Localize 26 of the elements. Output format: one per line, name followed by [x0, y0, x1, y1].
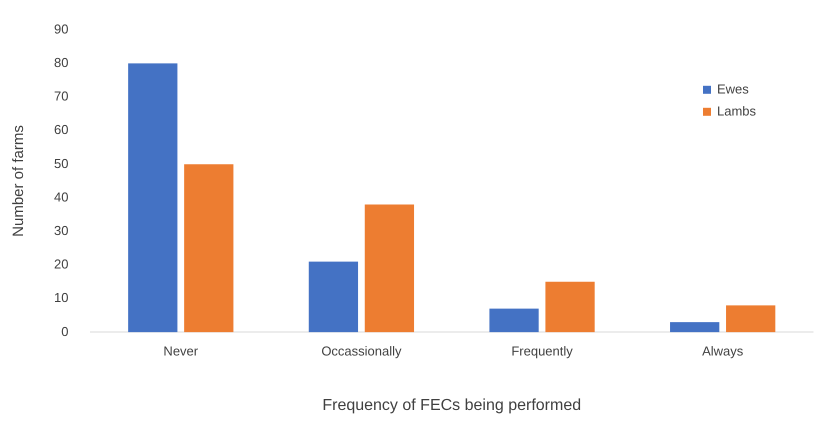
y-tick-label: 70 — [54, 88, 68, 104]
bar — [545, 282, 595, 332]
bar — [184, 164, 234, 332]
x-tick-label: Always — [702, 344, 744, 359]
y-tick-label: 20 — [54, 256, 68, 272]
y-tick-label: 10 — [54, 290, 68, 306]
x-tick-label: Frequently — [511, 344, 574, 359]
bar — [670, 322, 720, 332]
y-tick-label: 80 — [54, 54, 68, 70]
y-axis-title: Number of farms — [10, 125, 28, 237]
x-tick-label: Never — [163, 344, 199, 359]
y-tick-label: 30 — [54, 222, 68, 238]
x-axis-title: Frequency of FECs being performed — [322, 396, 582, 414]
legend-label: Lambs — [717, 103, 757, 118]
y-tick-label: 0 — [61, 324, 68, 339]
bar — [726, 305, 776, 332]
y-tick-label: 40 — [54, 189, 68, 204]
x-tick-label: Occassionally — [321, 344, 402, 359]
bar — [128, 63, 178, 332]
bar — [308, 262, 358, 332]
y-tick-label: 60 — [54, 122, 68, 138]
legend-label: Ewes — [717, 81, 750, 96]
y-tick-label: 50 — [54, 156, 68, 171]
y-tick-label: 90 — [54, 21, 68, 36]
bar — [364, 204, 414, 332]
bar — [489, 308, 539, 332]
